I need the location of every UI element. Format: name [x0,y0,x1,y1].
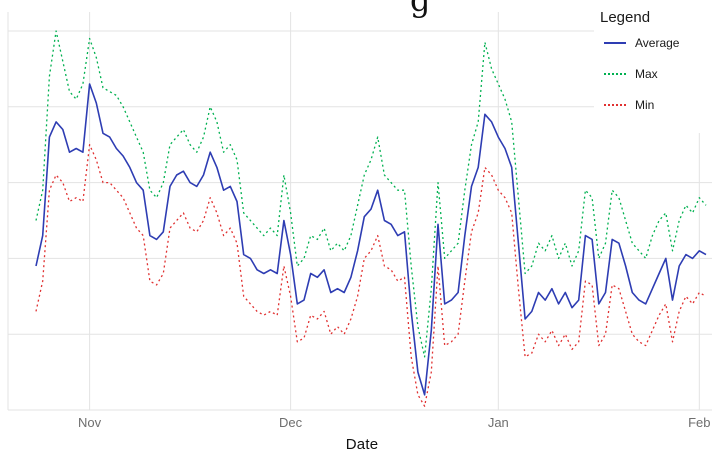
legend-label-average: Average [635,36,680,50]
legend-label-max: Max [635,67,658,81]
legend-title: Legend [600,9,651,26]
min-line-swatch [604,104,626,106]
average-line-swatch [604,42,626,44]
x-tick-label-dec: Dec [279,415,303,430]
legend-item-min: Min [604,98,718,112]
max-line-swatch [604,73,626,75]
legend: Legend Average Max Min [594,5,722,133]
series-line-min [35,144,707,407]
x-tick-label-jan: Jan [488,415,509,430]
series-line-average [35,83,707,396]
x-tick-label-feb: Feb [688,415,710,430]
x-axis-title: Date [345,436,379,453]
legend-item-max: Max [604,67,718,81]
legend-item-average: Average [604,36,718,50]
x-tick-label-nov: Nov [78,415,102,430]
series-line-max [35,30,707,358]
legend-label-min: Min [635,98,655,112]
